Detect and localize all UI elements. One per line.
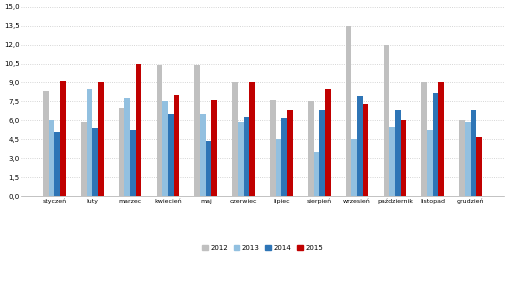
Bar [281,118,287,196]
Bar [49,120,54,196]
Bar [238,122,244,196]
Bar [319,110,325,196]
Bar [395,110,401,196]
Bar [98,82,104,196]
Bar [156,65,162,196]
Bar [130,130,136,196]
Bar [357,96,363,196]
Bar [162,101,168,196]
Bar [195,65,200,196]
Bar [43,91,49,196]
Bar [174,95,179,196]
Bar [308,101,313,196]
Bar [124,98,130,196]
Bar [87,89,92,196]
Bar [421,82,427,196]
Bar [438,82,444,196]
Bar [119,108,124,196]
Bar [389,127,395,196]
Bar [470,110,476,196]
Bar [244,117,249,196]
Bar [206,141,211,196]
Bar [54,132,60,196]
Bar [200,114,206,196]
Bar [325,89,331,196]
Bar [287,110,293,196]
Bar [427,130,433,196]
Bar [136,64,141,196]
Bar [249,82,255,196]
Bar [465,122,470,196]
Bar [352,139,357,196]
Bar [270,100,276,196]
Bar [92,128,98,196]
Bar [433,92,438,196]
Bar [384,45,389,196]
Legend: 2012, 2013, 2014, 2015: 2012, 2013, 2014, 2015 [199,242,326,253]
Bar [313,152,319,196]
Bar [363,104,368,196]
Bar [276,139,281,196]
Bar [60,81,66,196]
Bar [211,100,217,196]
Bar [346,26,352,196]
Bar [232,82,238,196]
Bar [476,137,482,196]
Bar [459,120,465,196]
Bar [81,122,87,196]
Bar [401,120,406,196]
Bar [168,114,174,196]
